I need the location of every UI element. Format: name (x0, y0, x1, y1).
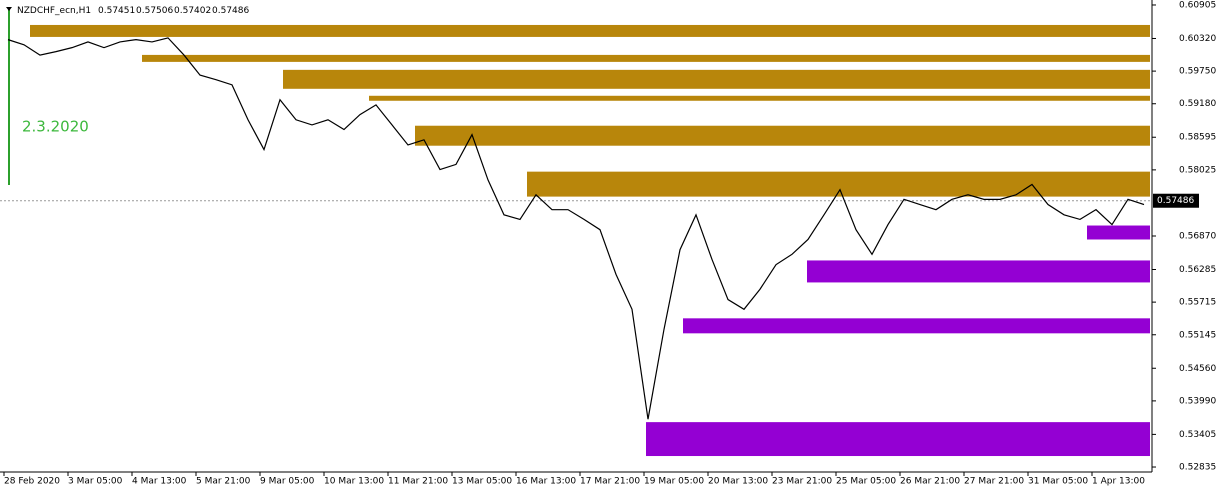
x-tick-label: 13 Mar 05:00 (452, 477, 512, 487)
y-tick-label: 0.56870 (1179, 232, 1216, 242)
x-tick-label: 16 Mar 13:00 (516, 477, 576, 487)
zone (30, 24, 1150, 37)
zone (283, 69, 1150, 89)
high: 0.57506 (136, 6, 173, 16)
last-price-label: 0.57486 (1157, 196, 1194, 206)
zone (369, 95, 1150, 101)
y-tick-label: 0.55715 (1179, 298, 1216, 308)
zone (415, 125, 1150, 146)
x-tick-label: 25 Mar 05:00 (836, 477, 896, 487)
x-tick-label: 20 Mar 13:00 (708, 477, 768, 487)
x-tick-label: 17 Mar 21:00 (580, 477, 640, 487)
zone (807, 260, 1150, 283)
x-tick-label: 11 Mar 21:00 (388, 477, 448, 487)
y-tick-label: 0.60320 (1179, 34, 1216, 44)
x-tick-label: 23 Mar 21:00 (772, 477, 832, 487)
zone (1087, 225, 1150, 240)
x-tick-label: 9 Mar 05:00 (260, 477, 315, 487)
x-tick-label: 28 Feb 2020 (4, 477, 60, 487)
y-tick-label: 0.60905 (1179, 0, 1216, 10)
y-tick-label: 0.59750 (1179, 67, 1216, 77)
close: 0.57486 (212, 6, 249, 16)
y-tick-label: 0.55145 (1179, 330, 1216, 340)
x-tick-label: 3 Mar 05:00 (68, 477, 123, 487)
annotation: 2.3.2020 (22, 118, 89, 136)
y-tick-label: 0.53405 (1179, 430, 1216, 440)
y-tick-label: 0.58595 (1179, 133, 1216, 143)
x-tick-label: 26 Mar 21:00 (900, 477, 960, 487)
x-tick-label: 4 Mar 13:00 (132, 477, 187, 487)
zone (646, 422, 1150, 457)
zone (142, 54, 1150, 62)
y-tick-label: 0.59180 (1179, 99, 1216, 109)
low: 0.57402 (174, 6, 211, 16)
last-price-box (1153, 193, 1199, 208)
y-tick-label: 0.52835 (1179, 463, 1216, 473)
x-tick-label: 19 Mar 05:00 (644, 477, 704, 487)
header: NZDCHF_ecn,H1 0.574510.575060.574020.5748… (17, 6, 249, 16)
y-tick-label: 0.54560 (1179, 364, 1216, 374)
menu-arrow (6, 7, 12, 11)
x-tick-label: 10 Mar 13:00 (324, 477, 384, 487)
symbol: NZDCHF_ecn,H1 (17, 6, 91, 16)
x-tick-label: 27 Mar 21:00 (964, 477, 1024, 487)
x-tick-label: 31 Mar 05:00 (1028, 477, 1088, 487)
price-line (7, 37, 1145, 420)
x-tick-label: 5 Mar 21:00 (196, 477, 251, 487)
plot (0, 24, 1152, 457)
y-tick-label: 0.58025 (1179, 165, 1216, 175)
open: 0.57451 (98, 6, 135, 16)
y-tick-label: 0.56285 (1179, 265, 1216, 275)
zone (683, 318, 1150, 334)
x-tick-label: 1 Apr 13:00 (1092, 477, 1145, 487)
y-tick-label: 0.53990 (1179, 396, 1216, 406)
